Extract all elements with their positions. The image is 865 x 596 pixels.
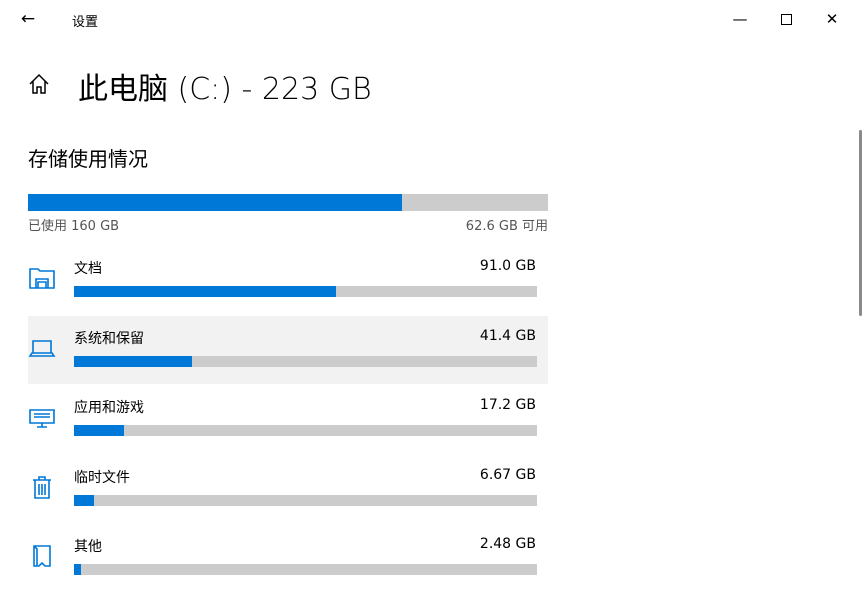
category-size: 6.67 GB (479, 466, 536, 483)
folder-other-icon (33, 545, 51, 567)
back-button[interactable]: ← (14, 6, 42, 32)
section-title: 存储使用情况 (28, 147, 148, 171)
category-usage-bar (74, 355, 537, 367)
category-usage-bar (74, 564, 537, 575)
total-usage-fill (28, 194, 403, 211)
category-usage-fill (74, 494, 94, 506)
storage-category-3[interactable]: 临时文件 6.67 GB (28, 455, 548, 523)
category-name: 文档 (74, 261, 102, 277)
category-size: 2.48 GB (479, 536, 536, 552)
category-size: 41.4 GB (479, 327, 536, 344)
category-usage-fill (74, 355, 193, 367)
storage-category-2[interactable]: 应用和游戏 17.2 GB (28, 385, 548, 453)
minimize-button[interactable]: — (717, 4, 763, 34)
minimize-icon: — (732, 10, 748, 28)
app-title: 设置 (72, 15, 99, 30)
category-size: 91.0 GB (479, 258, 536, 274)
total-usage-bar (28, 194, 548, 211)
category-name: 其他 (74, 539, 102, 555)
storage-category-0[interactable]: 文档 91.0 GB (28, 246, 548, 314)
arrow-left-icon: ← (20, 9, 36, 29)
home-icon (29, 73, 49, 94)
category-usage-bar (74, 425, 537, 436)
free-label: 62.6 GB 可用 (465, 219, 548, 234)
category-name: 系统和保留 (74, 330, 144, 347)
close-button[interactable]: ✕ (809, 4, 855, 34)
storage-category-1[interactable]: 系统和保留 41.4 GB (28, 315, 548, 384)
maximize-button[interactable] (763, 4, 809, 34)
maximize-icon (780, 14, 792, 25)
category-size: 17.2 GB (479, 397, 536, 413)
documents-folder-icon (29, 268, 55, 289)
scrollbar[interactable] (859, 130, 862, 316)
page-title: 此电脑 (C:) - 223 GB (78, 72, 372, 107)
category-usage-fill (74, 425, 124, 436)
trash-icon (33, 475, 51, 499)
used-label: 已使用 160 GB (28, 219, 120, 234)
keyboard-monitor-icon (29, 409, 55, 428)
category-name: 临时文件 (74, 469, 130, 486)
category-usage-fill (74, 286, 337, 297)
category-usage-bar (74, 494, 537, 506)
laptop-icon (28, 339, 56, 357)
category-usage-fill (74, 564, 81, 575)
title-bar: ← 设置 — ✕ (0, 0, 865, 38)
home-button[interactable] (27, 72, 51, 96)
close-icon: ✕ (825, 10, 839, 28)
category-name: 应用和游戏 (74, 400, 144, 416)
storage-category-4[interactable]: 其他 2.48 GB (28, 524, 548, 592)
category-usage-bar (74, 286, 537, 297)
